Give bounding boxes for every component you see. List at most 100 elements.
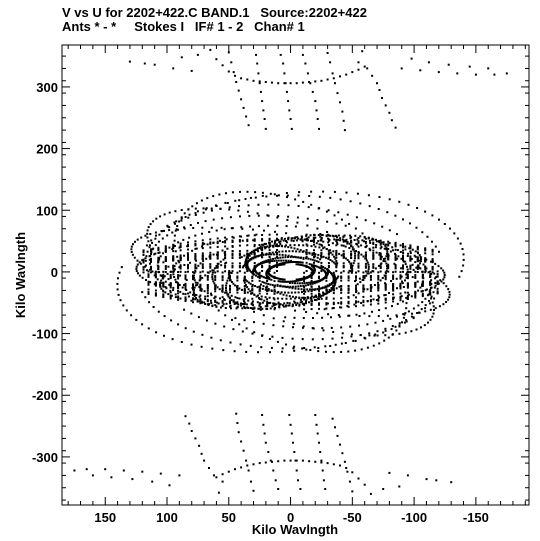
uv-point bbox=[251, 288, 254, 291]
uv-point bbox=[283, 261, 286, 264]
uv-point bbox=[415, 226, 418, 229]
uv-point bbox=[252, 257, 255, 260]
x-axis-label: Kilo Wavlngth bbox=[252, 522, 338, 537]
uv-point bbox=[204, 297, 207, 300]
uv-point bbox=[351, 264, 354, 267]
uv-point bbox=[364, 219, 367, 222]
uv-point bbox=[357, 240, 360, 243]
uv-point bbox=[328, 283, 331, 286]
uv-point bbox=[379, 270, 382, 273]
uv-point bbox=[231, 270, 234, 273]
uv-point bbox=[314, 294, 317, 297]
uv-point bbox=[242, 106, 245, 109]
uv-point bbox=[269, 283, 272, 286]
uv-point bbox=[391, 333, 394, 336]
uv-point bbox=[319, 267, 322, 270]
uv-point bbox=[238, 266, 241, 269]
uv-point bbox=[178, 284, 181, 286]
uv-point bbox=[272, 265, 275, 268]
uv-point bbox=[179, 244, 182, 247]
uv-point bbox=[384, 298, 387, 301]
uv-point bbox=[428, 302, 431, 305]
uv-point bbox=[305, 253, 308, 256]
uv-point bbox=[388, 242, 391, 245]
uv-point bbox=[425, 258, 428, 261]
uv-point bbox=[358, 315, 361, 317]
uv-point bbox=[424, 310, 427, 313]
uv-point bbox=[381, 277, 384, 279]
uv-point bbox=[172, 273, 175, 276]
uv-point bbox=[297, 279, 300, 282]
uv-point bbox=[273, 280, 276, 283]
uv-point bbox=[225, 287, 227, 289]
uv-point bbox=[399, 251, 402, 253]
uv-point bbox=[246, 464, 249, 467]
uv-point bbox=[247, 281, 250, 284]
uv-point bbox=[254, 285, 257, 287]
uv-point bbox=[384, 307, 387, 310]
uv-point bbox=[404, 279, 406, 282]
uv-point bbox=[241, 239, 244, 242]
uv-point bbox=[385, 262, 388, 265]
uv-point bbox=[363, 336, 366, 339]
uv-point bbox=[307, 276, 309, 279]
uv-point bbox=[252, 489, 255, 492]
uv-point bbox=[318, 285, 320, 288]
uv-point bbox=[268, 264, 271, 267]
uv-point bbox=[205, 207, 208, 210]
uv-point bbox=[236, 287, 239, 290]
uv-point bbox=[152, 220, 155, 223]
uv-point bbox=[365, 259, 368, 262]
uv-point bbox=[322, 266, 325, 268]
uv-point bbox=[308, 301, 311, 304]
uv-point bbox=[260, 295, 263, 298]
uv-point bbox=[442, 278, 445, 281]
uv-point bbox=[356, 238, 359, 241]
uv-point bbox=[218, 288, 221, 291]
uv-point bbox=[305, 257, 307, 260]
uv-point bbox=[261, 264, 264, 267]
uv-point bbox=[251, 257, 254, 260]
uv-point bbox=[334, 280, 337, 283]
uv-point bbox=[246, 234, 249, 237]
uv-point bbox=[180, 219, 183, 222]
uv-point bbox=[346, 470, 349, 473]
uv-point bbox=[224, 245, 227, 248]
uv-point bbox=[262, 276, 265, 279]
uv-point bbox=[142, 251, 145, 254]
uv-point bbox=[324, 267, 327, 270]
uv-point bbox=[311, 252, 314, 255]
uv-point bbox=[241, 288, 243, 291]
uv-point bbox=[211, 269, 214, 272]
uv-point bbox=[318, 302, 320, 305]
uv-point bbox=[163, 229, 165, 232]
uv-point bbox=[136, 263, 139, 266]
uv-point bbox=[347, 287, 350, 290]
uv-point bbox=[280, 280, 283, 283]
uv-point bbox=[166, 224, 169, 227]
uv-point bbox=[364, 240, 367, 243]
uv-point bbox=[165, 287, 168, 290]
uv-point bbox=[404, 312, 407, 315]
uv-point bbox=[230, 299, 233, 302]
uv-point bbox=[293, 451, 296, 453]
uv-point bbox=[363, 275, 366, 278]
uv-point bbox=[366, 272, 369, 275]
uv-point bbox=[284, 291, 286, 294]
uv-point bbox=[206, 292, 209, 295]
uv-point bbox=[310, 190, 313, 193]
uv-point bbox=[157, 252, 160, 254]
uv-point bbox=[459, 242, 462, 245]
uv-point bbox=[354, 252, 356, 255]
uv-point bbox=[367, 270, 370, 273]
uv-point bbox=[308, 263, 311, 266]
uv-point bbox=[322, 190, 325, 193]
uv-point bbox=[436, 273, 439, 276]
uv-point bbox=[144, 257, 147, 260]
uv-point bbox=[342, 264, 345, 267]
uv-point bbox=[261, 239, 264, 242]
uv-point bbox=[305, 233, 308, 236]
uv-point bbox=[169, 282, 172, 285]
uv-point bbox=[195, 202, 198, 205]
uv-point bbox=[287, 254, 290, 257]
